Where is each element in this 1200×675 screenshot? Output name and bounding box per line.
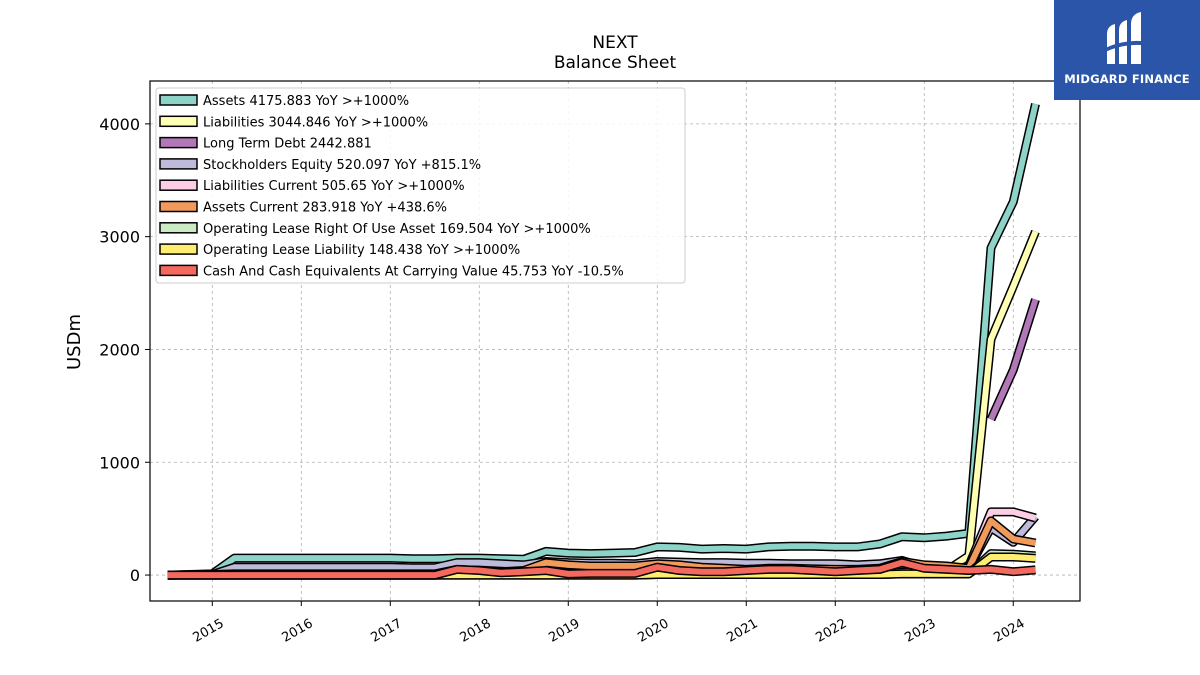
legend-swatch-2 <box>159 136 198 149</box>
legend-swatch-1 <box>159 115 198 128</box>
plot-area: 0 1000 2000 3000 4000 2015 2016 2017 2018 2019 202… <box>99 80 1081 646</box>
x-tick-label: 2015 <box>190 616 226 646</box>
y-tick-label: 2000 <box>99 340 140 359</box>
x-tick-label: 2018 <box>457 616 493 646</box>
x-tick-label: 2022 <box>813 616 849 646</box>
legend-swatch-5 <box>159 200 198 213</box>
y-axis-label: USDm <box>64 314 85 370</box>
legend-swatch-6 <box>159 222 198 234</box>
legend-swatch-7 <box>159 243 198 255</box>
legend-label-0: Assets 4175.883 YoY >+1000% <box>203 94 409 109</box>
x-tick-label: 2019 <box>546 616 582 646</box>
legend-swatch-0 <box>159 94 198 106</box>
legend-label-5: Assets Current 283.918 YoY +438.6% <box>203 201 447 216</box>
x-tick-label: 2020 <box>635 616 671 646</box>
chart-title: NEXT <box>592 33 638 53</box>
legend-swatch-8 <box>159 264 198 277</box>
legend-label-4: Liabilities Current 505.65 YoY >+1000% <box>203 179 465 194</box>
legend-swatch-3 <box>159 158 198 170</box>
y-tick-label: 1000 <box>99 453 140 472</box>
legend-label-8: Cash And Cash Equivalents At Carrying Va… <box>203 264 624 279</box>
legend-label-6: Operating Lease Right Of Use Asset 169.5… <box>203 222 591 237</box>
x-tick-label: 2016 <box>279 616 315 646</box>
series-line-8 <box>167 559 1036 579</box>
x-tick-label: 2024 <box>991 616 1027 646</box>
y-tick-label: 0 <box>130 566 140 585</box>
brand-name: MIDGARD FINANCE <box>1064 72 1190 86</box>
x-tick-label: 2021 <box>724 616 760 646</box>
legend-box <box>155 87 686 284</box>
legend-label-1: Liabilities 3044.846 YoY >+1000% <box>203 115 428 130</box>
chart-subtitle: Balance Sheet <box>554 53 677 73</box>
brand-logo: MIDGARD FINANCE <box>1054 0 1200 100</box>
y-tick-label: 3000 <box>99 228 140 247</box>
midgard-logo-icon <box>1105 12 1149 64</box>
x-tick-label: 2023 <box>902 616 938 646</box>
legend-swatch-4 <box>159 179 198 191</box>
y-tick-label: 4000 <box>99 115 140 134</box>
legend: Assets 4175.883 YoY >+1000% Liabilities 3… <box>155 87 686 284</box>
legend-label-7: Operating Lease Liability 148.438 YoY >+… <box>203 243 520 258</box>
series-line-0 <box>167 103 1039 579</box>
legend-label-3: Stockholders Equity 520.097 YoY +815.1% <box>203 158 481 173</box>
plot-frame <box>149 80 1081 602</box>
x-tick-label: 2017 <box>368 616 404 646</box>
legend-label-2: Long Term Debt 2442.881 <box>203 137 372 152</box>
series-line-2 <box>988 298 1039 421</box>
